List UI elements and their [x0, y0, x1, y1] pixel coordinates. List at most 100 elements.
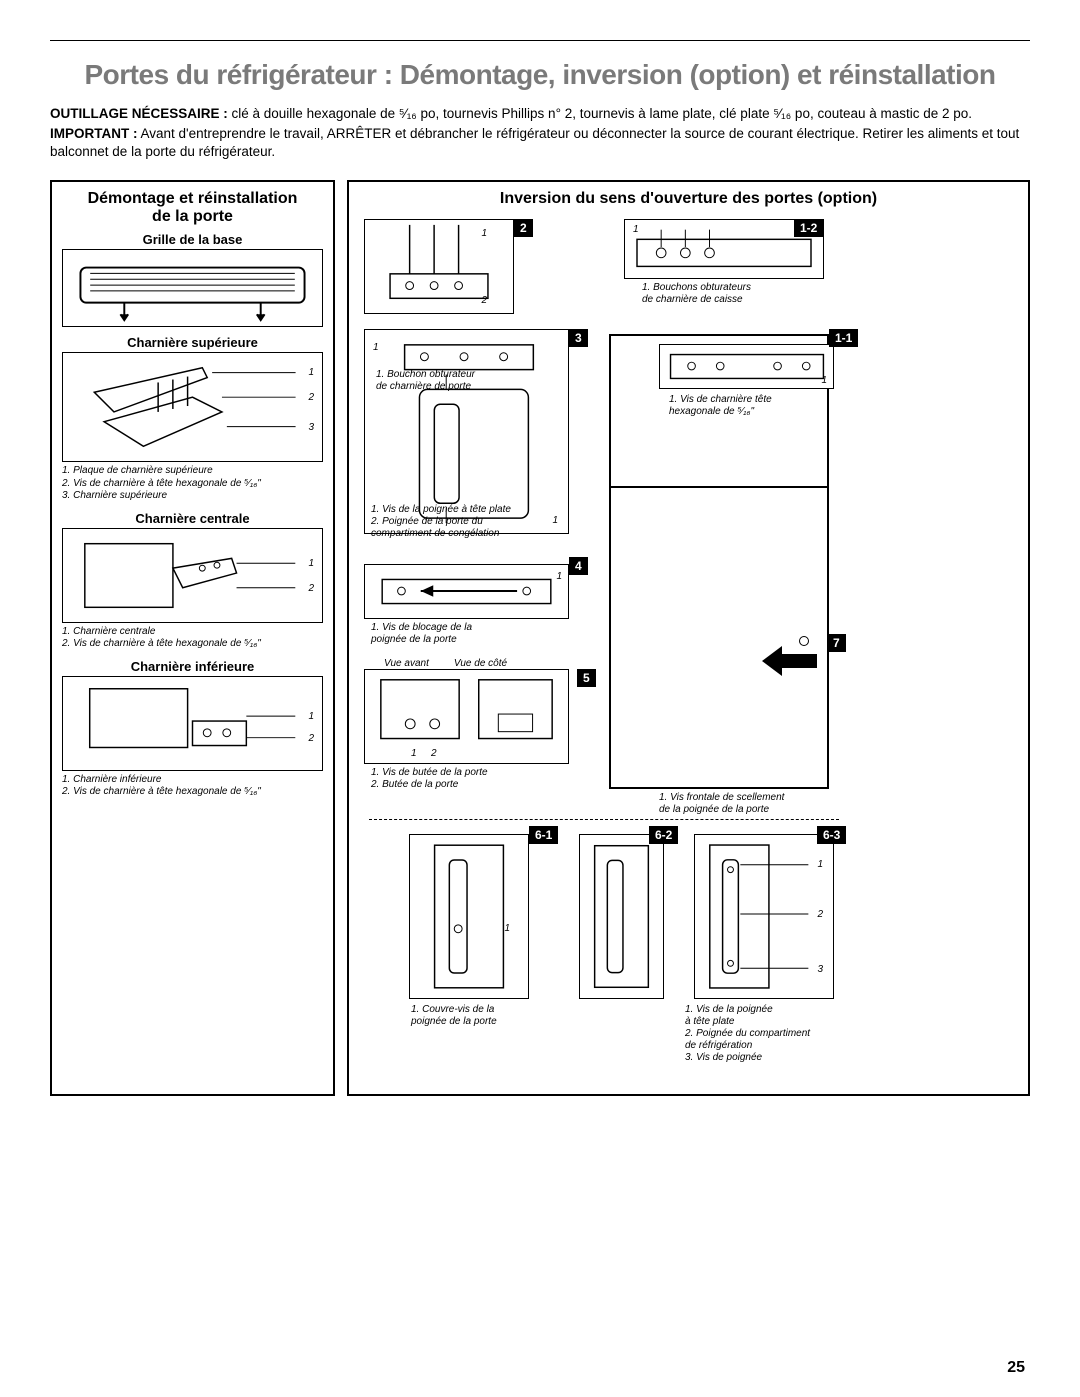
- right-canvas: 7 1. Vis frontale de scellement de la po…: [359, 214, 1018, 1084]
- legend3b-2: 2. Poignée de la porte du: [371, 516, 511, 528]
- fig3-svg: [365, 330, 568, 533]
- cen-n1: 1: [308, 558, 314, 569]
- block-cen: Charnière centrale 1 2 1. Charnière cent…: [62, 511, 323, 651]
- legend11-2: hexagonale de ⁵⁄₁₆": [669, 406, 772, 418]
- legend-5v: Vue avant Vue de côté: [384, 658, 507, 670]
- badge-6-3: 6-3: [817, 826, 846, 844]
- fig62-svg: [580, 835, 663, 998]
- f63-n1: 1: [817, 859, 823, 870]
- legend4-1: 1. Vis de blocage de la: [371, 622, 472, 634]
- sup-figure: 1 2 3: [62, 352, 323, 462]
- inf-n1: 1: [308, 711, 314, 722]
- badge-7: 7: [827, 634, 846, 652]
- cen-n2: 2: [308, 583, 314, 594]
- legend-7: 1. Vis frontale de scellement de la poig…: [659, 792, 784, 816]
- page-title: Portes du réfrigérateur : Démontage, inv…: [50, 59, 1030, 91]
- legend-7-2: de la poignée de la porte: [659, 804, 784, 816]
- block-sup: Charnière supérieure 1 2 3 1. P: [62, 335, 323, 503]
- top-rule: [50, 40, 1030, 41]
- f63-n3: 3: [817, 964, 823, 975]
- block-grille: Grille de la base: [62, 232, 323, 327]
- legend63-1: 1. Vis de la poignée: [685, 1004, 810, 1016]
- f5-n1: 1: [411, 748, 417, 759]
- legend-5: 1. Vis de butée de la porte 2. Butée de …: [371, 767, 488, 791]
- tools-text: clé à douille hexagonale de ⁵⁄₁₆ po, tou…: [228, 106, 972, 121]
- legend5-1: 1. Vis de butée de la porte: [371, 767, 488, 779]
- legend63-5: 3. Vis de poignée: [685, 1052, 810, 1064]
- legend61-2: poignée de la porte: [411, 1016, 497, 1028]
- legend61-1: 1. Couvre-vis de la: [411, 1004, 497, 1016]
- badge-4: 4: [569, 557, 588, 575]
- badge-6-2: 6-2: [649, 826, 678, 844]
- fig-6-2: [579, 834, 664, 999]
- f63-n2: 2: [817, 909, 823, 920]
- important-line: IMPORTANT : Avant d'entreprendre le trav…: [50, 125, 1030, 161]
- fig-4: 1: [364, 564, 569, 619]
- f61-n1: 1: [504, 923, 510, 934]
- panel-left-title-l1: Démontage et réinstallation: [88, 190, 298, 207]
- intro-block: OUTILLAGE NÉCESSAIRE : clé à douille hex…: [50, 105, 1030, 162]
- legend63-3: 2. Poignée du compartiment: [685, 1028, 810, 1040]
- cen-legend-2: 2. Vis de charnière à tête hexagonale de…: [62, 638, 323, 651]
- inf-svg: [63, 677, 322, 770]
- inf-legend: 1. Charnière inférieure 2. Vis de charni…: [62, 774, 323, 799]
- fig61-svg: [410, 835, 528, 998]
- f12-n1: 1: [633, 224, 639, 235]
- cen-legend: 1. Charnière centrale 2. Vis de charnièr…: [62, 626, 323, 651]
- inf-figure: 1 2: [62, 676, 323, 771]
- f3-n1a: 1: [373, 342, 379, 353]
- fig-2: 1 2: [364, 219, 514, 314]
- tools-line: OUTILLAGE NÉCESSAIRE : clé à douille hex…: [50, 105, 1030, 123]
- page: Portes du réfrigérateur : Démontage, inv…: [0, 0, 1080, 1116]
- legend3b-1: 1. Vis de la poignée à tête plate: [371, 504, 511, 516]
- cen-title: Charnière centrale: [62, 511, 323, 526]
- screw-hole-icon: [799, 636, 809, 646]
- badge-1-1: 1-1: [829, 329, 858, 347]
- sup-legend-1: 1. Plaque de charnière supérieure: [62, 465, 323, 478]
- inf-title: Charnière inférieure: [62, 659, 323, 674]
- badge-2: 2: [514, 219, 533, 237]
- block-inf: Charnière inférieure 1 2 1. Charnière in…: [62, 659, 323, 799]
- legend-6-3: 1. Vis de la poignée à tête plate 2. Poi…: [685, 1004, 810, 1064]
- legend5v-2: Vue de côté: [454, 658, 507, 669]
- grille-figure: [62, 249, 323, 327]
- panel-left-title-l2: de la porte: [152, 208, 233, 225]
- legend63-4: de réfrigération: [685, 1040, 810, 1052]
- panel-left: Démontage et réinstallation de la porte …: [50, 180, 335, 1096]
- f5-n2: 2: [431, 748, 437, 759]
- fig11-svg: [660, 345, 833, 388]
- sup-n1: 1: [308, 367, 314, 378]
- fig2-svg: [365, 220, 513, 313]
- legend3b-3: compartiment de congélation: [371, 528, 511, 540]
- fridge-divider: [611, 486, 827, 488]
- legend63-2: à tête plate: [685, 1016, 810, 1028]
- f3-n1b: 1: [552, 515, 558, 526]
- sup-legend: 1. Plaque de charnière supérieure 2. Vis…: [62, 465, 323, 503]
- fig-6-3: 1 2 3: [694, 834, 834, 999]
- legend5-2: 2. Butée de la porte: [371, 779, 488, 791]
- cen-legend-1: 1. Charnière centrale: [62, 626, 323, 639]
- sup-legend-2: 2. Vis de charnière à tête hexagonale de…: [62, 478, 323, 491]
- badge-6-1: 6-1: [529, 826, 558, 844]
- f4-n1: 1: [556, 571, 562, 582]
- inf-n2: 2: [308, 733, 314, 744]
- important-text: Avant d'entreprendre le travail, ARRÊTER…: [50, 126, 1019, 159]
- legend5v-1: Vue avant: [384, 658, 429, 669]
- fig5-svg: [365, 670, 568, 763]
- legend-4: 1. Vis de blocage de la poignée de la po…: [371, 622, 472, 646]
- important-label: IMPORTANT :: [50, 126, 138, 141]
- legend-3: 1. Bouchon obturateur de charnière de po…: [376, 369, 475, 393]
- fig63-svg: [695, 835, 833, 998]
- f2-n1: 1: [481, 228, 487, 239]
- panel-right: Inversion du sens d'ouverture des portes…: [347, 180, 1030, 1096]
- grille-svg: [63, 250, 322, 326]
- panel-left-title: Démontage et réinstallation de la porte: [62, 190, 323, 227]
- inf-legend-2: 2. Vis de charnière à tête hexagonale de…: [62, 786, 323, 799]
- tools-label: OUTILLAGE NÉCESSAIRE :: [50, 106, 228, 121]
- fig4-svg: [365, 565, 568, 618]
- page-number: 25: [1007, 1359, 1025, 1377]
- legend3-2: de charnière de porte: [376, 381, 475, 393]
- fig-1-1: 1: [659, 344, 834, 389]
- inf-legend-1: 1. Charnière inférieure: [62, 774, 323, 787]
- legend-3b: 1. Vis de la poignée à tête plate 2. Poi…: [371, 504, 511, 540]
